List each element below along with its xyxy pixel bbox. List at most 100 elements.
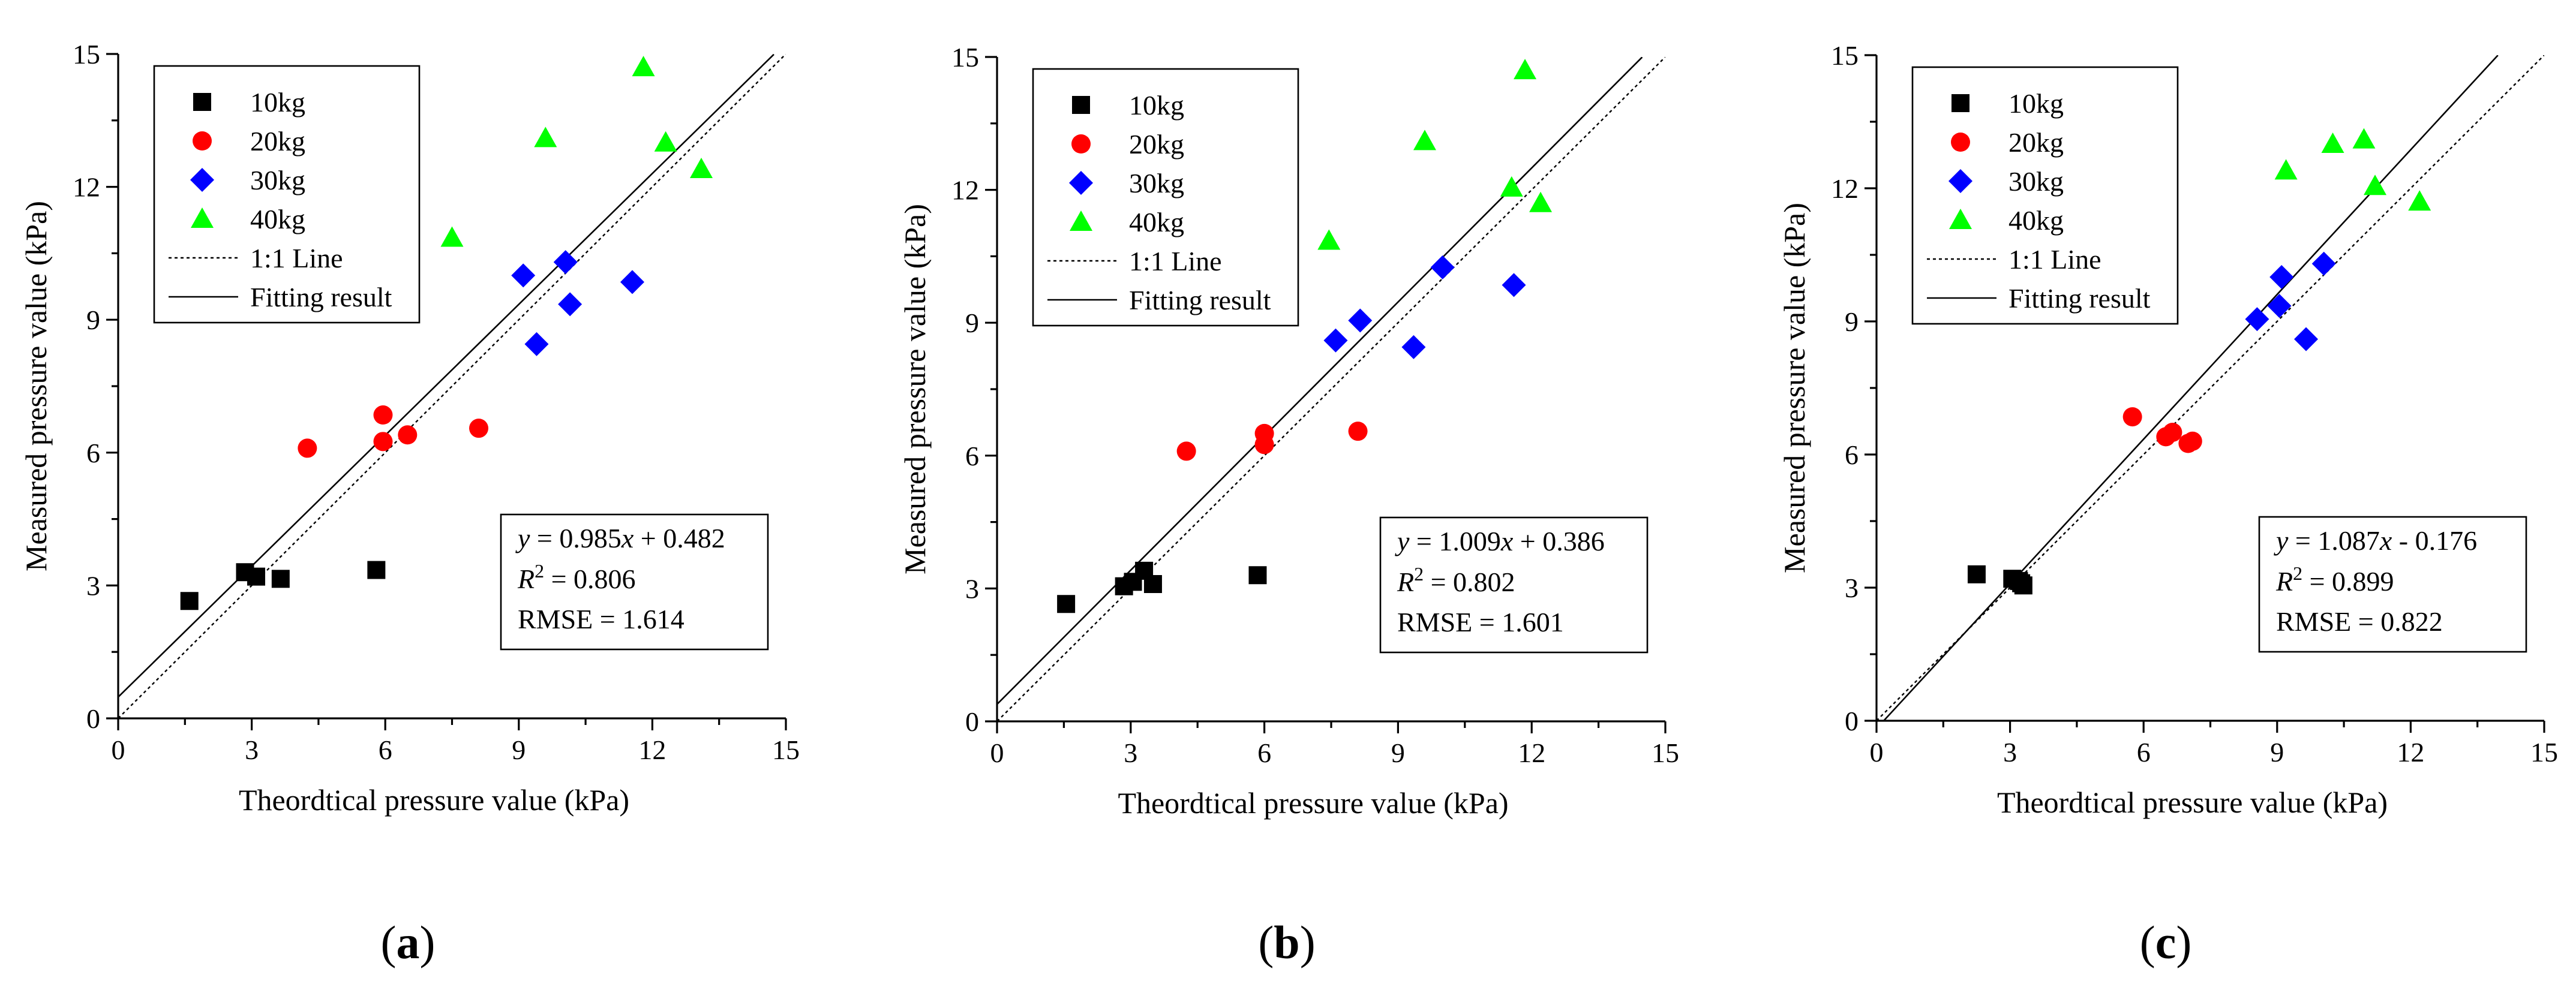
panel-a-point-10kg <box>247 567 266 586</box>
panel-c-rmse: RMSE = 0.822 <box>2276 606 2443 637</box>
panel-c-point-30kg <box>2245 307 2269 332</box>
panel-c-x-tick-label: 9 <box>2270 737 2284 768</box>
panel-a-y-tick-label: 9 <box>86 305 100 335</box>
panel-c-fitting-line <box>1883 55 2499 721</box>
panel-b-point-30kg <box>1323 328 1348 353</box>
panel-b-point-10kg <box>1057 595 1076 613</box>
panel-b-legend-label: 30kg <box>1129 168 1184 198</box>
panel-a-point-20kg <box>373 432 393 452</box>
panel-b-point-20kg <box>1254 435 1274 455</box>
panel-a-y-axis-title: Measured pressure value (kPa) <box>19 201 53 571</box>
panel-c-y-tick-label: 12 <box>1831 173 1859 204</box>
panel-a-point-30kg <box>620 270 645 294</box>
panel-a-y-tick-label: 3 <box>86 570 100 601</box>
panel-a-x-tick-label: 12 <box>638 735 666 765</box>
panel-c-legend-label: 30kg <box>2008 166 2064 197</box>
panel-b-legend-marker-10kg <box>1072 96 1090 114</box>
panel-a-stats-box <box>500 513 769 651</box>
panel-a-y-tick-label: 15 <box>73 39 100 70</box>
panel-c-point-40kg <box>2274 159 2298 180</box>
panel-c-point-10kg <box>1967 565 1986 583</box>
chart-panel-a: 0 3 6 9 12 15 0 3 6 9 12 15 Theordtical pressure val… <box>19 39 800 968</box>
panel-a-label: (a) <box>381 916 436 968</box>
panel-c-legend-label: Fitting result <box>2008 283 2151 314</box>
panel-b-legend-label: 40kg <box>1129 207 1184 237</box>
panel-c-y-tick-label: 6 <box>1845 440 1859 470</box>
panel-b-r-squared: R2 = 0.802 <box>1397 563 1515 597</box>
panel-a-point-40kg <box>440 226 464 247</box>
panel-c-stats-box <box>2258 516 2527 653</box>
panel-b-x-tick-label: 12 <box>1518 738 1545 768</box>
panel-c-x-tick-label: 0 <box>1870 737 1884 768</box>
panel-b-point-30kg <box>1502 273 1526 297</box>
panel-c-legend-marker-10kg <box>1951 94 1969 112</box>
panel-b-point-30kg <box>1430 255 1455 279</box>
panel-a-legend-label: 30kg <box>250 165 305 195</box>
panel-c-point-20kg <box>2182 431 2202 451</box>
panel-c-point-20kg <box>2163 423 2182 442</box>
panel-a-legend-marker-40kg <box>191 207 214 228</box>
panel-a-x-tick-label: 0 <box>112 735 125 765</box>
panel-c-legend-label: 1:1 Line <box>2008 244 2101 275</box>
panel-a-legend-label: 1:1 Line <box>250 243 343 273</box>
panel-b-rmse: RMSE = 1.601 <box>1397 607 1564 637</box>
panel-c-y-tick-label: 9 <box>1845 306 1859 337</box>
panel-b-x-tick-label: 0 <box>990 738 1004 768</box>
panel-a-fit-equation: y = 0.985x + 0.482 <box>515 523 725 553</box>
panel-a-point-20kg <box>469 419 489 438</box>
panel-b-x-tick-label: 9 <box>1391 738 1405 768</box>
panel-c-x-tick-label: 3 <box>2003 737 2017 768</box>
panel-a-legend-marker-20kg <box>193 131 212 151</box>
panel-a-point-30kg <box>524 332 549 356</box>
panel-c-legend-label: 20kg <box>2008 127 2064 158</box>
panel-b-y-tick-label: 0 <box>965 706 979 737</box>
chart-panel-b: 0 3 6 9 12 15 0 3 6 9 12 15 Theordtical pressure val… <box>898 42 1679 968</box>
panel-b-y-tick-label: 15 <box>951 42 979 73</box>
panel-c-point-40kg <box>2364 174 2387 195</box>
panel-b-x-tick-label: 6 <box>1257 738 1271 768</box>
panel-a-point-40kg <box>534 127 557 148</box>
panel-a-point-20kg <box>298 438 317 458</box>
panel-a-x-tick-label: 6 <box>379 735 392 765</box>
panel-a-legend-label: 10kg <box>250 87 305 118</box>
panel-a-x-tick-label: 3 <box>245 735 259 765</box>
panel-c-y-tick-label: 3 <box>1845 573 1859 603</box>
panel-c-r-squared: R2 = 0.899 <box>2275 562 2394 597</box>
panel-a-legend-label: 40kg <box>250 204 305 234</box>
panel-b-point-20kg <box>1176 441 1196 461</box>
panel-b-point-40kg <box>1413 130 1436 151</box>
panel-b-x-axis-title: Theordtical pressure value (kPa) <box>1118 786 1508 820</box>
panel-c-point-40kg <box>2321 133 2344 153</box>
panel-a-one-to-one-line <box>118 54 786 718</box>
panel-c-point-40kg <box>2352 128 2376 149</box>
panel-b-x-tick-label: 15 <box>1652 738 1679 768</box>
panel-a-legend-label: 20kg <box>250 126 305 157</box>
panel-c-legend-marker-40kg <box>1949 209 1972 229</box>
panel-c-legend-label: 10kg <box>2008 88 2064 119</box>
panel-b-y-axis-title: Measured pressure value (kPa) <box>898 204 932 574</box>
panel-c-legend-marker-20kg <box>1951 133 1970 152</box>
panel-a-fitting-line <box>118 54 774 698</box>
panel-b-y-tick-label: 12 <box>951 175 979 206</box>
chart-panel-c: 0 3 6 9 12 15 0 3 6 9 12 15 Theordtical pressure val… <box>1778 40 2558 968</box>
panel-a-point-30kg <box>553 250 578 275</box>
panel-b-fitting-line <box>997 57 1643 705</box>
panel-b-legend-label: 20kg <box>1129 129 1184 160</box>
panel-c-point-30kg <box>2269 265 2294 289</box>
panel-b-legend-marker-40kg <box>1070 210 1092 231</box>
panel-a-legend-label: Fitting result <box>250 282 392 312</box>
panel-b-legend-marker-30kg <box>1069 171 1093 195</box>
panel-b-point-40kg <box>1500 176 1523 197</box>
panel-b-point-40kg <box>1529 191 1553 212</box>
panel-b-point-20kg <box>1348 422 1368 441</box>
panel-b-point-40kg <box>1514 59 1537 80</box>
panel-c-x-axis-title: Theordtical pressure value (kPa) <box>1997 786 2388 819</box>
panel-c-point-30kg <box>2311 251 2336 276</box>
panel-a-legend-marker-10kg <box>193 93 211 111</box>
panel-c-point-30kg <box>2267 294 2292 318</box>
panel-c-y-axis-title: Measured pressure value (kPa) <box>1778 203 1811 573</box>
panel-b-point-40kg <box>1317 229 1341 250</box>
panel-c-point-30kg <box>2294 327 2319 351</box>
panel-a-point-40kg <box>654 131 677 152</box>
panel-b-point-30kg <box>1401 335 1426 359</box>
